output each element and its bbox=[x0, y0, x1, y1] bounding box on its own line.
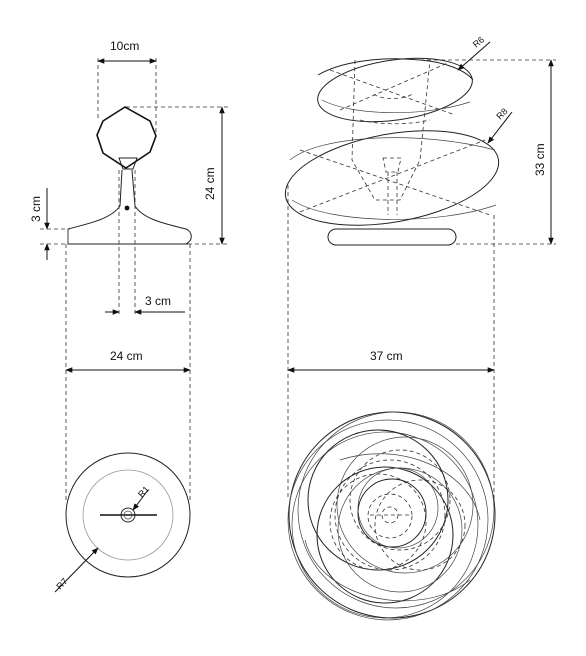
total-height-dimension: 33 cm bbox=[533, 59, 554, 245]
stem-width-dimension: 3 cm bbox=[105, 294, 185, 315]
hexagon-head bbox=[96, 106, 157, 169]
total-height-label: 33 cm bbox=[533, 143, 547, 176]
head-socket bbox=[118, 157, 138, 170]
base-outer-circle bbox=[65, 452, 191, 578]
stem-width-label: 3 cm bbox=[145, 294, 171, 308]
pivot-dot bbox=[124, 205, 130, 211]
center-hub bbox=[120, 507, 136, 523]
lower-disc bbox=[284, 130, 500, 226]
height-24-label: 24 cm bbox=[203, 167, 217, 200]
head-width-label: 10cm bbox=[110, 39, 139, 53]
base-width-dimension: 24 cm bbox=[65, 349, 191, 373]
base-width-label: 24 cm bbox=[110, 349, 143, 363]
stem bbox=[67, 169, 192, 245]
base-inner-circle bbox=[82, 469, 174, 561]
upper-disc bbox=[317, 57, 473, 123]
assembled-width-dimension: 37 cm bbox=[287, 349, 495, 373]
base-thickness-dimension: 3 cm bbox=[29, 188, 50, 260]
r7-label: R7 bbox=[54, 576, 69, 591]
height-24-dimension: 24 cm bbox=[203, 106, 225, 245]
head-width-dimension: 10cm bbox=[97, 39, 157, 64]
stack-base bbox=[327, 228, 457, 246]
single-piece-top-view: R1 R7 bbox=[54, 452, 191, 593]
base-thickness-label: 3 cm bbox=[29, 196, 43, 222]
stack-top-view bbox=[287, 411, 496, 621]
stack-side-view: R6 R8 bbox=[284, 34, 513, 246]
r8-label: R8 bbox=[494, 106, 509, 121]
r1-label: R1 bbox=[136, 484, 151, 499]
assembled-width-label: 37 cm bbox=[370, 349, 403, 363]
right-extension-lines bbox=[287, 59, 556, 500]
left-extension-lines bbox=[40, 58, 230, 500]
single-piece-side-view bbox=[67, 106, 192, 245]
